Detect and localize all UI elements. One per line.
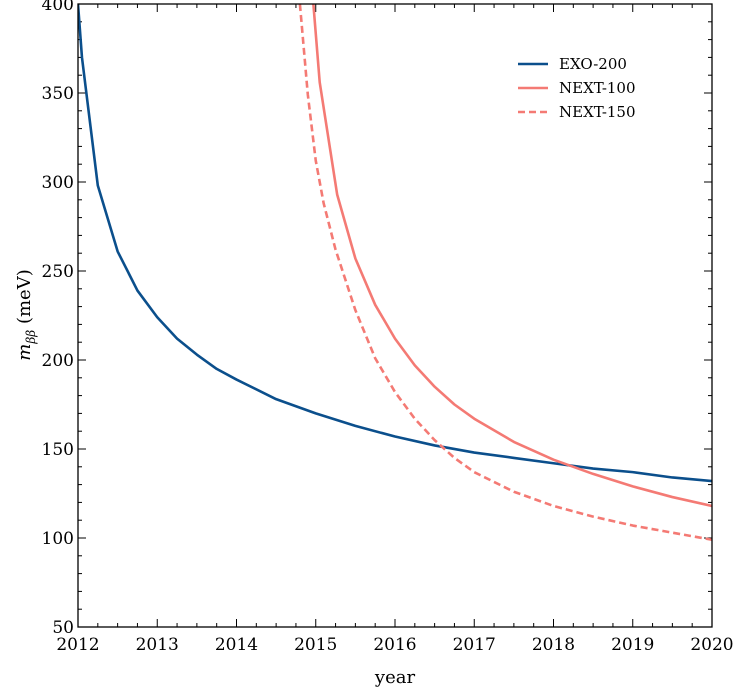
x-tick-label: 2012 <box>56 635 99 655</box>
legend-label: NEXT-100 <box>559 79 636 97</box>
y-tick-label: 400 <box>42 0 74 15</box>
legend-label: EXO-200 <box>559 55 627 73</box>
y-axis-label-subscript: ββ <box>24 330 38 345</box>
y-tick-label: 100 <box>42 529 74 549</box>
axis-ticks <box>77 3 713 628</box>
x-axis-label: year <box>374 667 416 688</box>
y-tick-label: 200 <box>42 351 74 371</box>
series-line-exo-200 <box>78 4 712 483</box>
y-axis-label-symbol: m <box>14 344 35 361</box>
x-tick-label: 2019 <box>611 635 654 655</box>
x-tick-label: 2017 <box>453 635 496 655</box>
y-tick-label: 250 <box>42 262 74 282</box>
y-tick-label: 50 <box>52 618 74 638</box>
y-tick-label: 300 <box>42 173 74 193</box>
x-tick-labels: 2012 2013 2014 2015 2016 2017 2018 2019 2020 <box>56 635 733 655</box>
y-tick-label: 350 <box>42 84 74 104</box>
y-axis-label: mββ (meV) <box>14 269 38 360</box>
x-tick-label: 2014 <box>215 635 258 655</box>
legend: EXO-200 NEXT-100 NEXT-150 <box>518 55 636 121</box>
x-tick-label: 2013 <box>136 635 179 655</box>
x-tick-label: 2018 <box>532 635 575 655</box>
x-tick-label: 2020 <box>690 635 733 655</box>
y-tick-label: 150 <box>42 440 74 460</box>
series-line-next-150 <box>298 4 712 542</box>
y-tick-labels: 50 100 150 200 250 300 350 400 <box>42 0 74 638</box>
series-layer <box>78 4 712 542</box>
x-tick-label: 2015 <box>294 635 337 655</box>
legend-label: NEXT-150 <box>559 103 636 121</box>
series-line-next-100 <box>312 4 712 508</box>
x-tick-label: 2016 <box>373 635 416 655</box>
plot-frame <box>77 3 713 628</box>
y-axis-label-unit: (meV) <box>14 269 35 330</box>
